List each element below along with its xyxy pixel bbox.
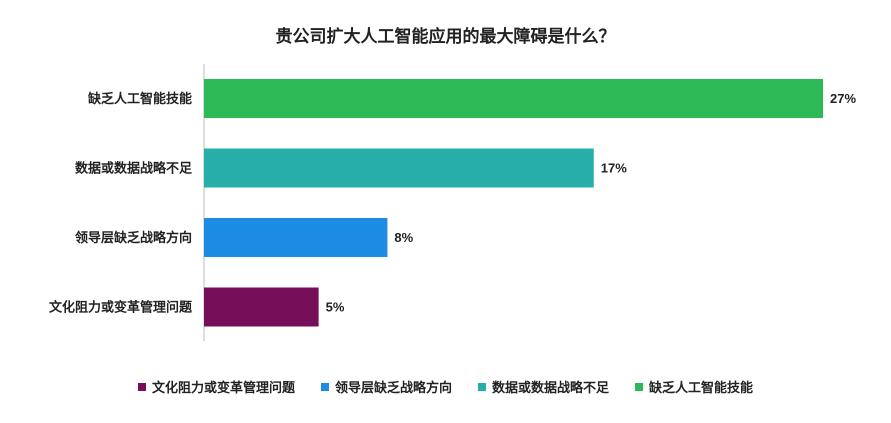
value-label: 8% [394,230,413,245]
category-label: 领导层缺乏战略方向 [75,230,192,245]
legend-label: 领导层缺乏战略方向 [334,380,452,395]
bar [204,79,823,118]
legend-swatch [478,382,486,391]
legend-item: 文化阻力或变革管理问题 [137,377,295,396]
bar [204,218,388,257]
legend-item: 领导层缺乏战略方向 [320,377,452,396]
value-label: 17% [601,161,627,176]
legend-item: 缺乏人工智能技能 [635,377,753,396]
bar [204,148,594,188]
value-label: 27% [830,91,856,106]
legend: 文化阻力或变革管理问题 领导层缺乏战略方向 数据或数据战略不足 缺乏人工智能技能 [0,377,891,396]
legend-label: 数据或数据战略不足 [492,380,610,395]
category-label: 数据或数据战略不足 [75,161,193,176]
legend-label: 缺乏人工智能技能 [649,380,754,395]
legend-swatch [137,382,146,391]
bar [204,287,319,327]
chart-title: 贵公司扩大人工智能应用的最大障碍是什么？ [275,27,616,46]
legend-swatch [635,382,644,391]
legend-label: 文化阻力或变革管理问题 [151,380,295,395]
category-label: 文化阻力或变革管理问题 [49,300,193,315]
legend-swatch [320,382,329,391]
value-label: 5% [326,300,345,315]
legend-item: 数据或数据战略不足 [478,377,609,396]
category-label: 缺乏人工智能技能 [87,91,192,106]
